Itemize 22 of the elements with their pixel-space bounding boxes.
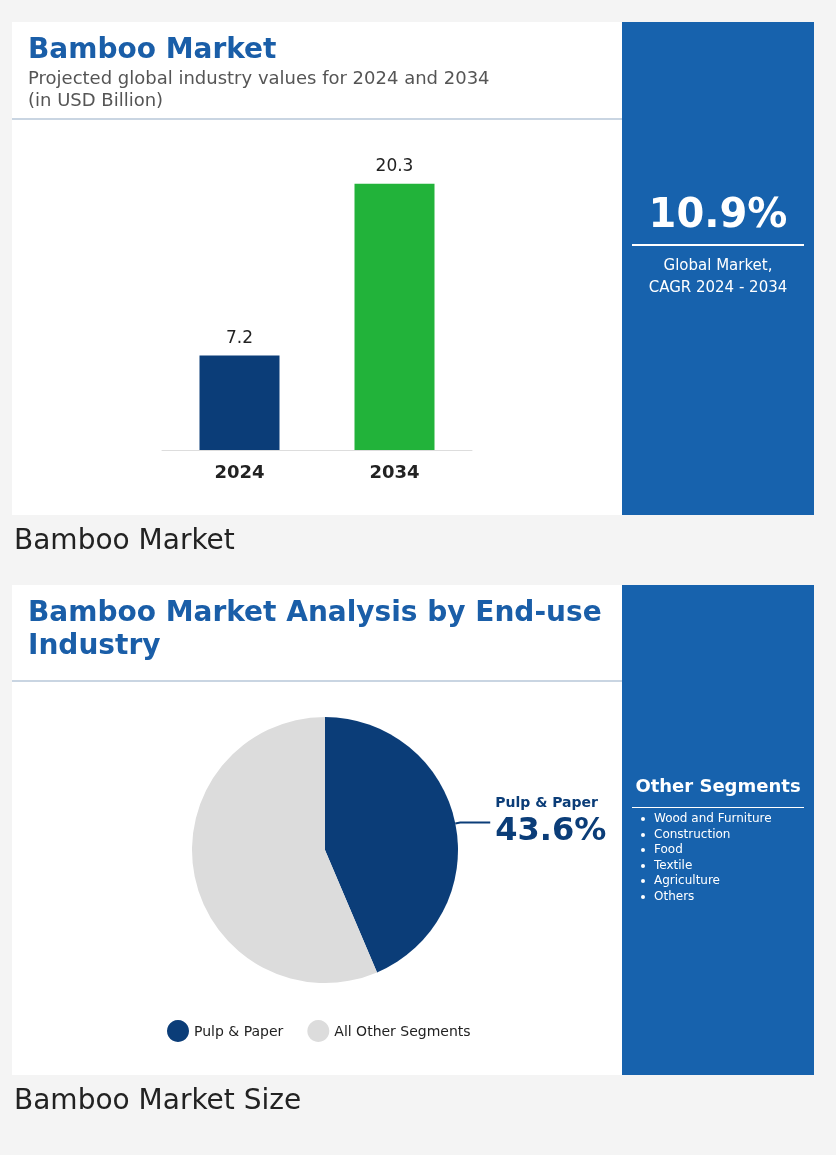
data-label: 7.2 xyxy=(225,327,254,348)
text: Global Market, CAGR 2024 - 2034 xyxy=(647,255,789,298)
text: Agriculture xyxy=(654,873,720,887)
text: Others xyxy=(654,888,695,903)
text: Bamboo Market xyxy=(14,523,235,556)
legend-label: Pulp & Paper xyxy=(194,1023,284,1039)
chart-title: Bamboo Market xyxy=(28,32,277,65)
x-tick-label: 2024 xyxy=(214,460,265,482)
data-label: 43.6% xyxy=(495,810,607,849)
x-tick-label: 2034 xyxy=(369,460,420,482)
chart-title: Bamboo Market Analysis by End-use Industry xyxy=(28,595,603,661)
text: Other Segments xyxy=(634,775,802,796)
slice-label: Pulp & Paper xyxy=(495,794,599,811)
text: 10.9% xyxy=(647,190,789,236)
text: Construction xyxy=(654,826,731,841)
text: Bamboo Market Size xyxy=(14,1083,302,1116)
text: Wood and Furniture xyxy=(654,811,772,825)
text: Textile xyxy=(654,857,693,872)
chart-subtitle: Projected global industry values for 2024 and 2034 (in USD Billion) xyxy=(28,67,491,111)
legend-label: All Other Segments xyxy=(334,1023,471,1039)
data-label: 20.3 xyxy=(375,155,414,176)
text: Food xyxy=(654,842,683,856)
